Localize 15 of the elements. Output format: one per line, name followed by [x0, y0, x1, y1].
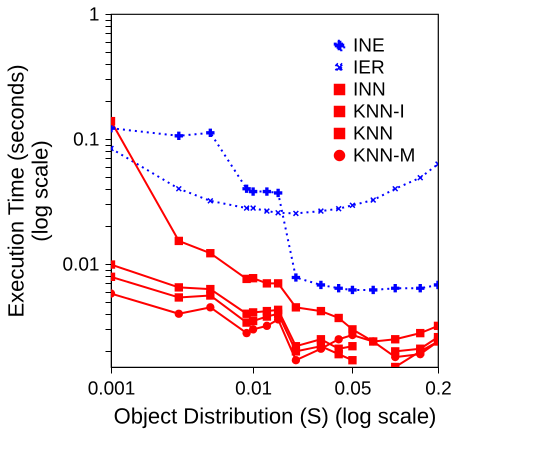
legend-label: KNN — [353, 124, 394, 144]
legend-label: INE — [353, 36, 385, 56]
y-axis-title: Execution Time (seconds) (log scale) — [4, 64, 53, 318]
y-tick-label: 0.01 — [62, 254, 100, 276]
x-tick-label: 0.01 — [235, 378, 272, 400]
x-tick-label: 0.05 — [334, 378, 372, 400]
legend-label: IER — [353, 58, 385, 78]
legend-label: KNN-I — [353, 102, 405, 122]
y-tick-label: 1 — [88, 4, 100, 26]
y-tick-label: 0.1 — [73, 130, 100, 151]
x-tick-label: 0.001 — [88, 378, 136, 400]
legend-label: KNN-M — [353, 146, 416, 166]
legend-label: INN — [353, 80, 386, 100]
x-axis-title: Object Distribution (S) (log scale) — [114, 404, 436, 428]
x-tick-label: 0.2 — [425, 378, 452, 400]
